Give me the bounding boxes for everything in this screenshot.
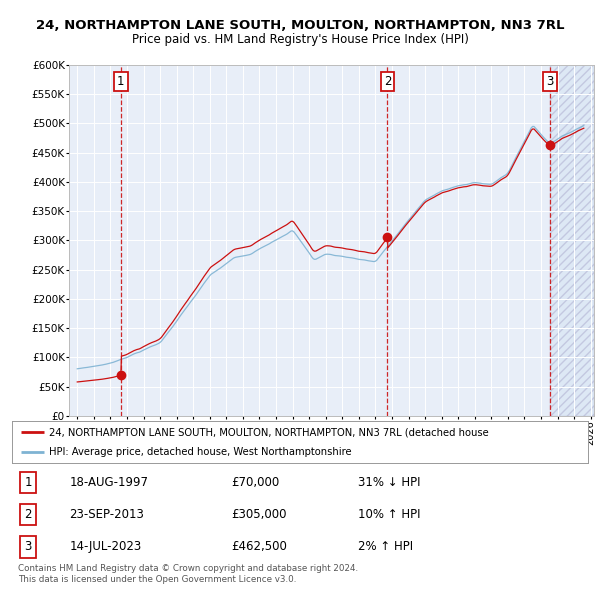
Bar [550,65,594,416]
Text: 18-AUG-1997: 18-AUG-1997 [70,476,149,489]
Text: 3: 3 [546,75,554,88]
Text: 10% ↑ HPI: 10% ↑ HPI [358,508,420,522]
Text: 24, NORTHAMPTON LANE SOUTH, MOULTON, NORTHAMPTON, NN3 7RL (detached house: 24, NORTHAMPTON LANE SOUTH, MOULTON, NOR… [49,427,489,437]
Text: 24, NORTHAMPTON LANE SOUTH, MOULTON, NORTHAMPTON, NN3 7RL: 24, NORTHAMPTON LANE SOUTH, MOULTON, NOR… [36,19,564,32]
Text: 31% ↓ HPI: 31% ↓ HPI [358,476,420,489]
Text: 23-SEP-2013: 23-SEP-2013 [70,508,145,522]
Text: 2: 2 [384,75,391,88]
Text: 1: 1 [117,75,125,88]
Text: £462,500: £462,500 [231,540,287,553]
Text: Price paid vs. HM Land Registry's House Price Index (HPI): Price paid vs. HM Land Registry's House … [131,33,469,46]
Text: 1: 1 [25,476,32,489]
Text: £70,000: £70,000 [231,476,279,489]
Text: 3: 3 [25,540,32,553]
Text: 2% ↑ HPI: 2% ↑ HPI [358,540,413,553]
Text: Contains HM Land Registry data © Crown copyright and database right 2024.: Contains HM Land Registry data © Crown c… [18,565,358,573]
Bar [550,65,594,416]
Text: 14-JUL-2023: 14-JUL-2023 [70,540,142,553]
Text: HPI: Average price, detached house, West Northamptonshire: HPI: Average price, detached house, West… [49,447,352,457]
Text: This data is licensed under the Open Government Licence v3.0.: This data is licensed under the Open Gov… [18,575,296,584]
Text: 2: 2 [25,508,32,522]
Text: £305,000: £305,000 [231,508,286,522]
